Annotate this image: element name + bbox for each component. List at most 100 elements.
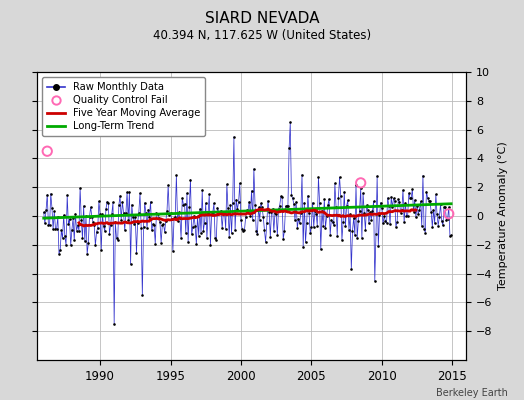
Point [283,203,292,209]
Point [331,180,339,186]
Point [51,226,60,232]
Point [385,203,393,210]
Point [288,195,297,202]
Point [42,206,50,213]
Point [330,222,338,228]
Point [230,134,238,140]
Point [342,203,351,209]
Point [95,198,103,205]
Point [58,235,67,241]
Point [367,216,376,223]
Point [169,248,177,254]
Point [304,192,312,199]
Point [320,196,329,202]
Point [296,220,304,226]
Point [160,229,169,235]
Point [94,224,102,231]
Point [280,228,289,234]
Text: Berkeley Earth: Berkeley Earth [436,388,508,398]
Point [174,209,183,216]
Point [72,228,81,234]
Point [146,198,155,205]
Point [428,224,436,230]
Point [70,237,79,243]
Point [388,204,397,210]
Point [322,213,331,219]
Point [291,217,299,224]
Point [276,202,284,209]
Point [170,215,178,222]
Point [49,226,57,232]
Point [370,278,379,284]
Point [389,195,398,202]
Point [241,227,249,233]
Point [204,210,212,216]
Point [267,209,276,216]
Point [374,243,383,250]
Point [392,224,400,230]
Point [309,200,317,206]
Point [424,198,433,204]
Point [103,198,111,205]
Point [373,173,381,179]
Point [231,227,239,234]
Point [400,219,408,226]
Point [403,212,412,219]
Point [356,185,365,192]
Point [281,203,290,209]
Point [355,208,364,214]
Point [292,198,300,205]
Point [152,210,161,216]
Point [361,227,369,233]
Point [90,222,99,228]
Point [366,208,374,215]
Point [180,201,189,207]
Point [346,211,354,218]
Point [102,206,110,212]
Point [43,148,51,154]
Point [399,187,407,193]
Point [312,210,320,217]
Text: 40.394 N, 117.625 W (United States): 40.394 N, 117.625 W (United States) [153,29,371,42]
Point [440,204,448,210]
Point [409,208,418,215]
Point [83,251,91,257]
Point [198,187,206,194]
Point [258,204,266,211]
Point [223,181,231,188]
Point [88,214,96,220]
Point [166,210,174,217]
Point [233,206,242,212]
Point [333,232,342,239]
Point [159,221,168,227]
Point [116,192,124,199]
Point [270,228,278,234]
Point [191,223,199,229]
Point [273,232,281,238]
Point [360,210,368,216]
Legend: Raw Monthly Data, Quality Control Fail, Five Year Moving Average, Long-Term Tren: Raw Monthly Data, Quality Control Fail, … [42,77,205,136]
Point [259,214,267,220]
Point [432,191,440,198]
Point [92,229,101,235]
Point [313,222,321,229]
Point [131,214,139,220]
Point [350,214,358,221]
Point [386,221,394,228]
Point [82,213,90,220]
Point [126,261,135,267]
Point [249,166,258,172]
Point [318,208,326,214]
Point [112,235,121,242]
Point [91,242,100,248]
Point [299,244,308,250]
Point [139,224,148,230]
Point [177,235,185,241]
Point [245,198,254,205]
Point [279,236,287,242]
Point [341,223,350,229]
Point [364,206,372,213]
Point [61,233,69,240]
Point [86,204,95,210]
Point [189,224,197,230]
